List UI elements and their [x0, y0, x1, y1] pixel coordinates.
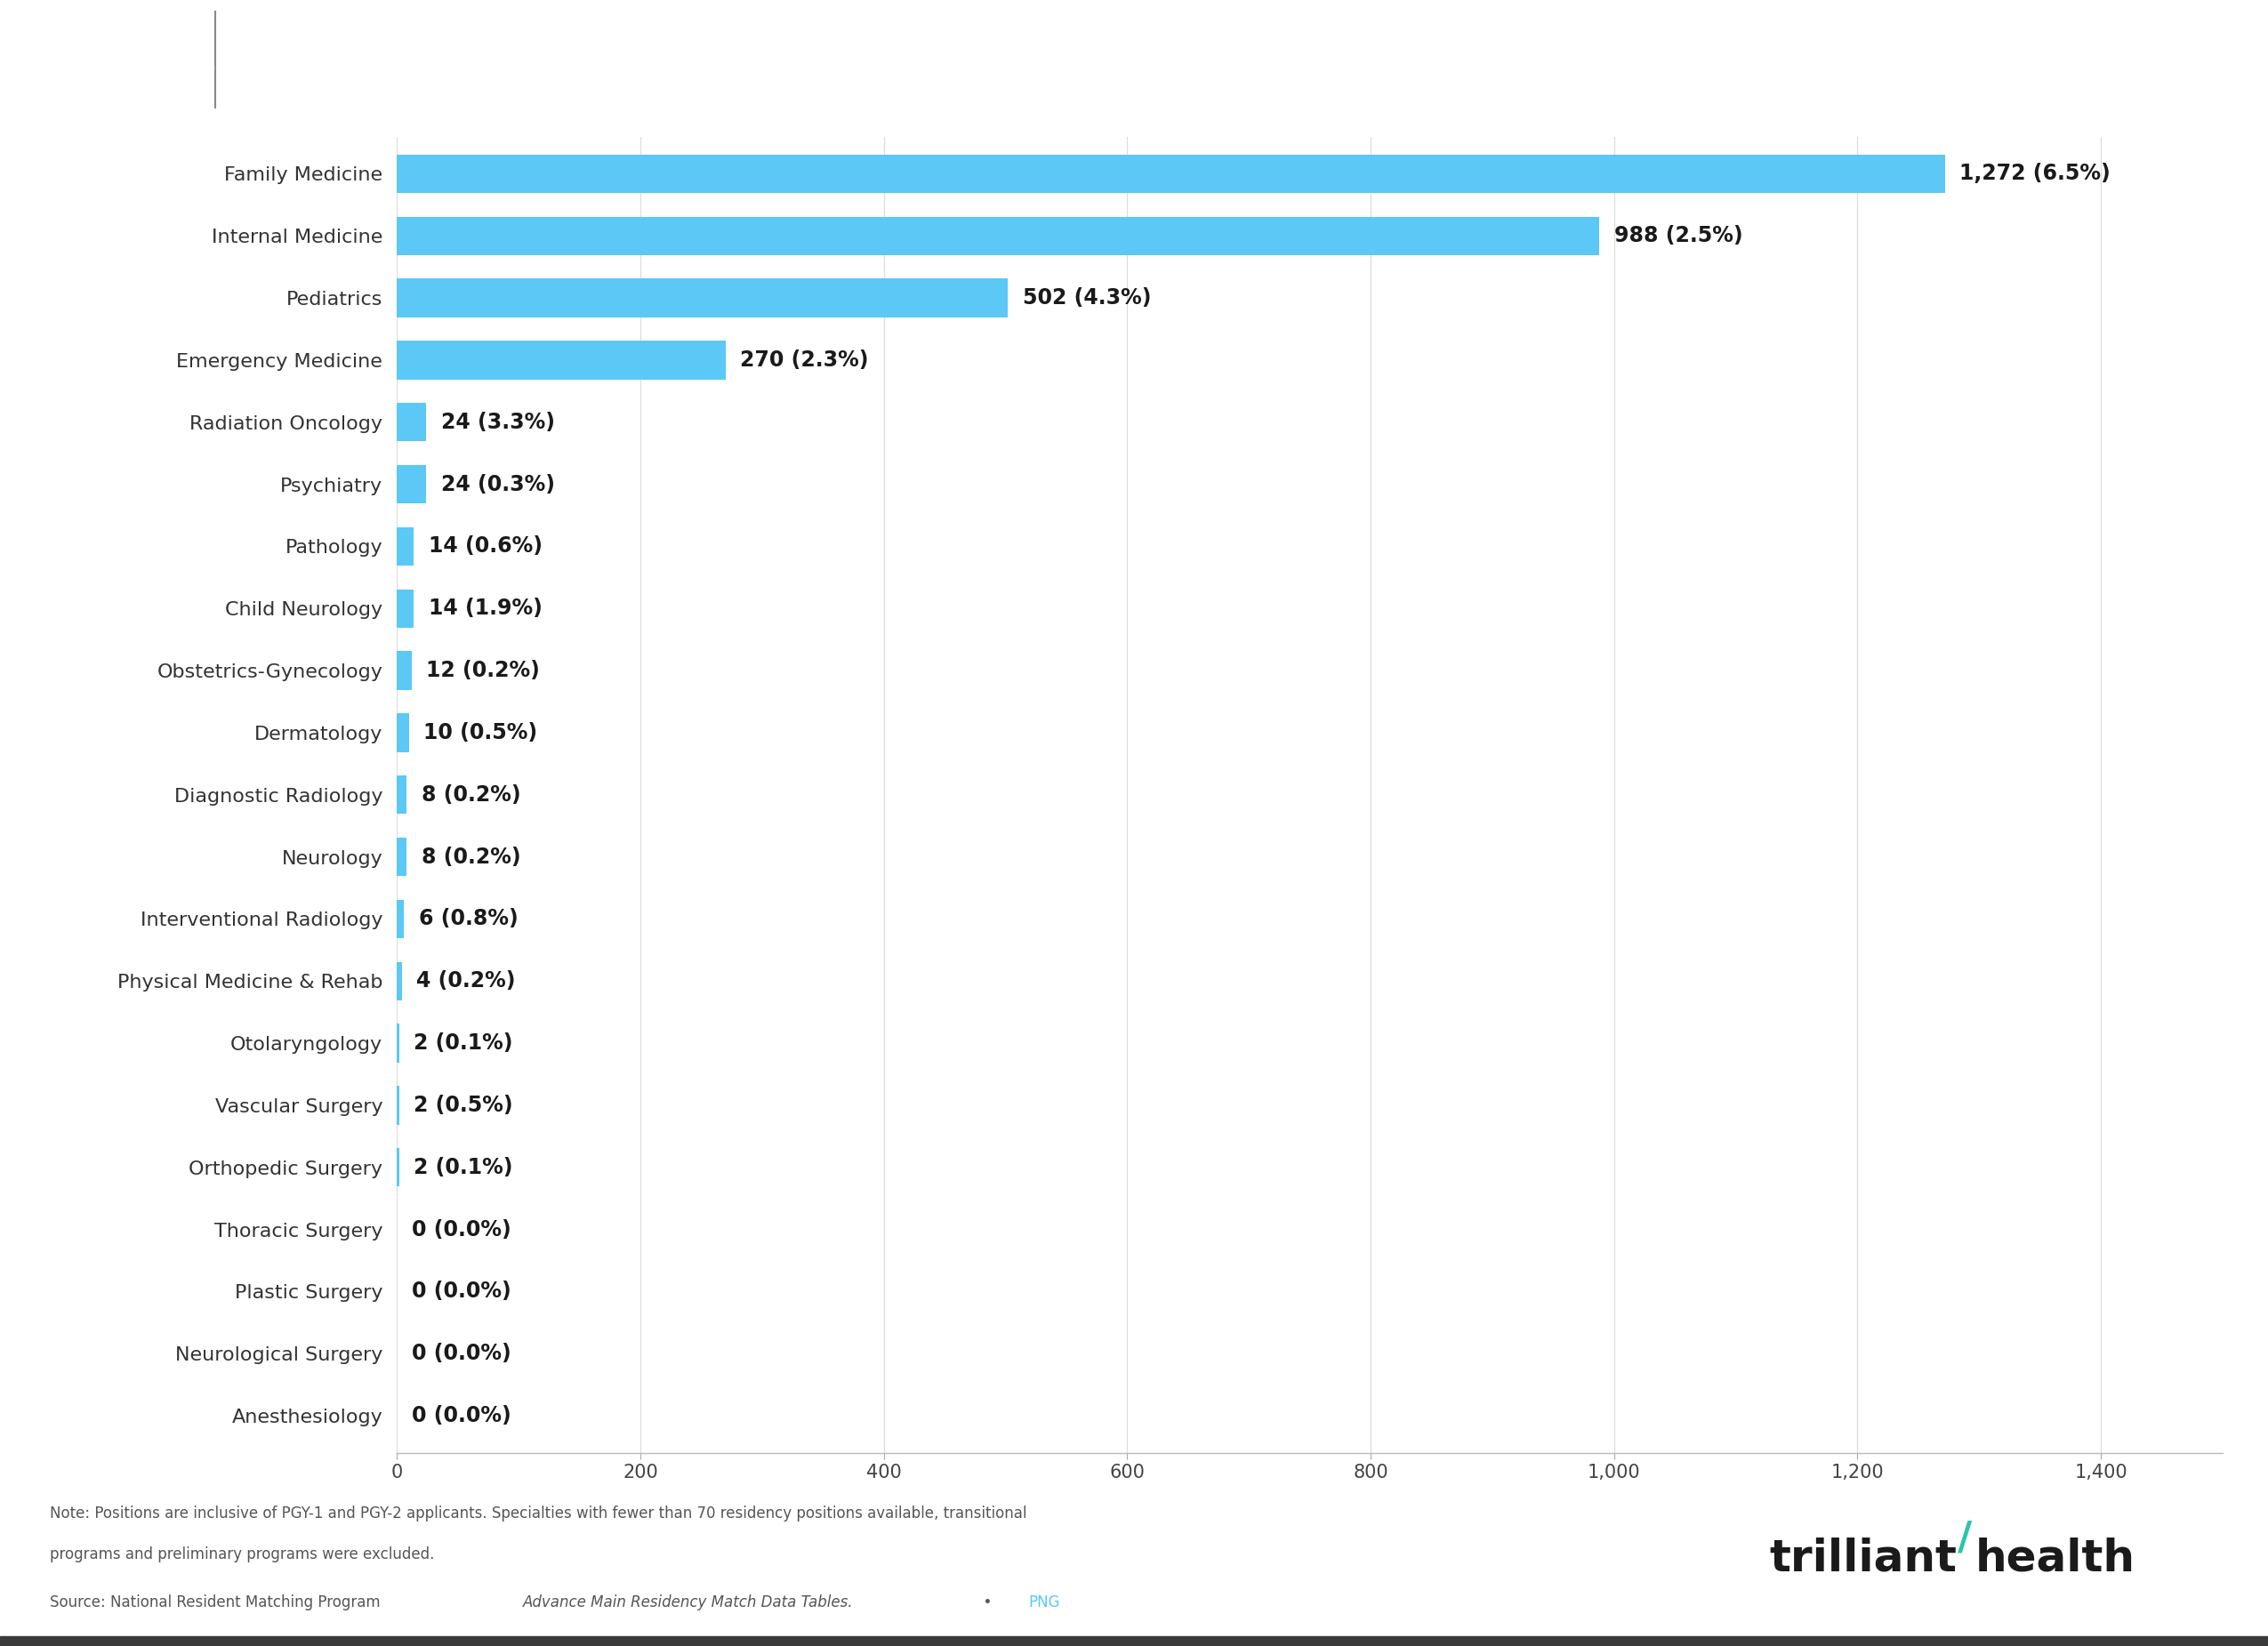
Text: 24 (3.3%): 24 (3.3%): [440, 412, 556, 433]
Bar: [397, 155, 1946, 193]
Text: programs and preliminary programs were excluded.: programs and preliminary programs were e…: [50, 1547, 435, 1562]
Bar: [397, 341, 726, 379]
Text: trilliant: trilliant: [1769, 1537, 1957, 1579]
Bar: [397, 1149, 399, 1187]
Bar: [397, 278, 1007, 318]
Bar: [397, 403, 426, 441]
Text: BY SPECIALTY, 2024: BY SPECIALTY, 2024: [238, 74, 538, 99]
Text: 0 (0.0%): 0 (0.0%): [411, 1218, 510, 1239]
Bar: [397, 775, 406, 815]
Text: 14 (0.6%): 14 (0.6%): [429, 535, 542, 556]
Bar: [397, 1086, 399, 1124]
Text: Source: National Resident Matching Program: Source: National Resident Matching Progr…: [50, 1595, 386, 1611]
Text: 988 (2.5%): 988 (2.5%): [1615, 226, 1742, 247]
Text: •: •: [973, 1595, 1002, 1611]
Bar: [397, 713, 408, 752]
Text: 2 (0.1%): 2 (0.1%): [415, 1032, 513, 1053]
Text: 0 (0.0%): 0 (0.0%): [411, 1281, 510, 1302]
Text: 6 (0.8%): 6 (0.8%): [420, 909, 517, 930]
Text: PNG: PNG: [1030, 1595, 1061, 1611]
Text: /: /: [1957, 1519, 1971, 1557]
Text: 14 (1.9%): 14 (1.9%): [429, 597, 542, 619]
Text: 8 (0.2%): 8 (0.2%): [422, 783, 522, 805]
Text: Advance Main Residency Match Data Tables.: Advance Main Residency Match Data Tables…: [524, 1595, 853, 1611]
Text: 502 (4.3%): 502 (4.3%): [1023, 288, 1152, 309]
Text: 270 (2.3%): 270 (2.3%): [739, 349, 869, 370]
Bar: [397, 589, 415, 627]
Bar: [397, 466, 426, 504]
Text: health: health: [1975, 1537, 2136, 1579]
Bar: [397, 900, 404, 938]
Bar: [397, 838, 406, 876]
Bar: [0, 1636, 2268, 1646]
Text: 2 (0.1%): 2 (0.1%): [415, 1157, 513, 1179]
Bar: [397, 961, 401, 1001]
Bar: [397, 652, 411, 690]
Bar: [397, 527, 415, 566]
Bar: [397, 1024, 399, 1062]
Text: 24 (0.3%): 24 (0.3%): [440, 474, 556, 495]
Text: 0 (0.0%): 0 (0.0%): [411, 1406, 510, 1427]
Text: Note: Positions are inclusive of PGY-1 and PGY-2 applicants. Specialties with fe: Note: Positions are inclusive of PGY-1 a…: [50, 1504, 1027, 1521]
Text: 2 (0.5%): 2 (0.5%): [415, 1095, 513, 1116]
Text: 12 (0.2%): 12 (0.2%): [426, 660, 540, 681]
Bar: [397, 217, 1599, 255]
Text: 0 (0.0%): 0 (0.0%): [411, 1343, 510, 1365]
Text: 1,272 (6.5%): 1,272 (6.5%): [1960, 163, 2112, 184]
Text: 4 (0.2%): 4 (0.2%): [417, 971, 515, 993]
Text: NUMBER AND PERCENT OF UNFILLED MD/DO RESIDENCY POSITIONS: NUMBER AND PERCENT OF UNFILLED MD/DO RES…: [238, 26, 1272, 51]
Text: FIGURE 1.: FIGURE 1.: [50, 44, 229, 76]
Text: 8 (0.2%): 8 (0.2%): [422, 846, 522, 867]
Text: 10 (0.5%): 10 (0.5%): [424, 723, 538, 744]
